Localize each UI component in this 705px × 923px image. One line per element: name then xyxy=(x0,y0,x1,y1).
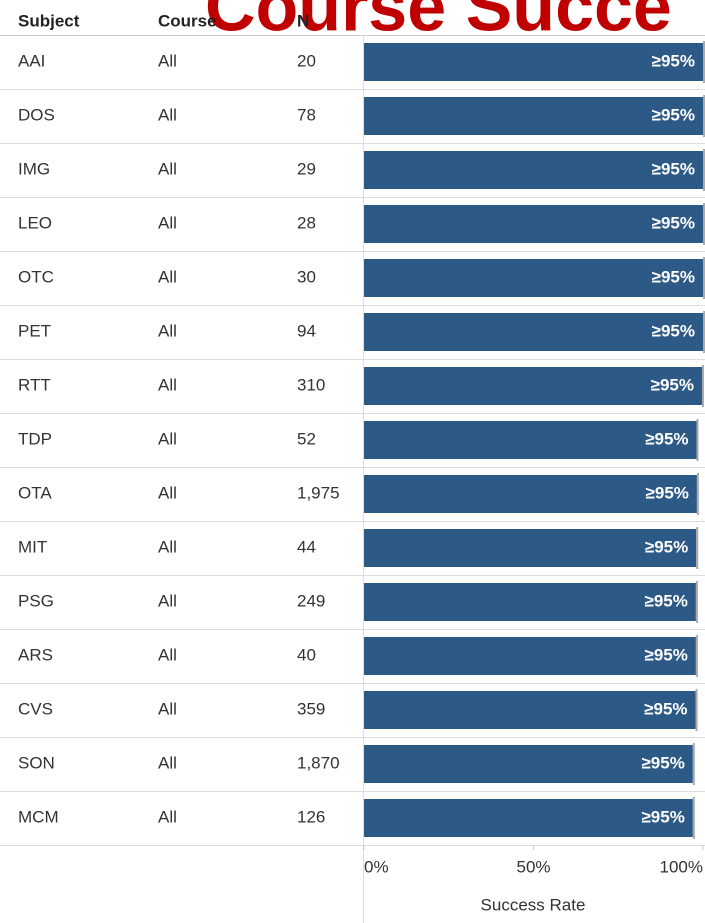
bar xyxy=(364,799,693,837)
value-label: ≥95% xyxy=(652,159,695,178)
subject: CVS xyxy=(18,699,53,718)
course: All xyxy=(158,429,177,448)
subject: OTA xyxy=(18,483,52,502)
subject: MIT xyxy=(18,537,47,556)
course: All xyxy=(158,645,177,664)
course: All xyxy=(158,753,177,772)
bar xyxy=(364,259,703,297)
n-value: 126 xyxy=(297,807,325,826)
course: All xyxy=(158,807,177,826)
subject: TDP xyxy=(18,429,52,448)
course: All xyxy=(158,267,177,286)
course: All xyxy=(158,483,177,502)
course: All xyxy=(158,537,177,556)
x-axis-label: Success Rate xyxy=(481,895,586,914)
value-label: ≥95% xyxy=(645,429,688,448)
value-label: ≥95% xyxy=(641,753,684,772)
value-label: ≥95% xyxy=(651,375,694,394)
x-tick-label: 0% xyxy=(364,857,389,876)
bar xyxy=(364,367,702,405)
header-bg xyxy=(0,0,705,35)
n-value: 94 xyxy=(297,321,316,340)
subject: PET xyxy=(18,321,51,340)
value-label: ≥95% xyxy=(652,267,695,286)
x-tick-label: 100% xyxy=(660,857,703,876)
bar xyxy=(364,205,703,243)
n-value: 1,870 xyxy=(297,753,340,772)
column-header: Course xyxy=(158,11,217,30)
subject: IMG xyxy=(18,159,50,178)
n-value: 29 xyxy=(297,159,316,178)
n-value: 40 xyxy=(297,645,316,664)
bar xyxy=(364,529,697,567)
bar xyxy=(364,43,703,81)
course: All xyxy=(158,699,177,718)
n-value: 78 xyxy=(297,105,316,124)
n-value: 30 xyxy=(297,267,316,286)
course: All xyxy=(158,321,177,340)
subject: SON xyxy=(18,753,55,772)
n-value: 359 xyxy=(297,699,325,718)
course: All xyxy=(158,105,177,124)
n-value: 44 xyxy=(297,537,316,556)
value-label: ≥95% xyxy=(652,105,695,124)
course: All xyxy=(158,375,177,394)
subject: DOS xyxy=(18,105,55,124)
n-value: 249 xyxy=(297,591,325,610)
subject: LEO xyxy=(18,213,52,232)
bar xyxy=(364,313,703,351)
bar xyxy=(364,475,697,513)
n-value: 310 xyxy=(297,375,325,394)
value-label: ≥95% xyxy=(644,699,687,718)
chart-title: Course Succe xyxy=(205,0,672,45)
bar xyxy=(364,691,696,729)
value-label: ≥95% xyxy=(652,321,695,340)
value-label: ≥95% xyxy=(646,483,689,502)
column-header: Subject xyxy=(18,11,80,30)
subject: RTT xyxy=(18,375,51,394)
bar xyxy=(364,583,696,621)
n-value: 20 xyxy=(297,51,316,70)
bar xyxy=(364,151,703,189)
value-label: ≥95% xyxy=(652,51,695,70)
value-label: ≥95% xyxy=(641,807,684,826)
value-label: ≥95% xyxy=(645,645,688,664)
bar xyxy=(364,637,696,675)
n-value: 28 xyxy=(297,213,316,232)
x-tick-label: 50% xyxy=(516,857,550,876)
course: All xyxy=(158,159,177,178)
value-label: ≥95% xyxy=(652,213,695,232)
course: All xyxy=(158,51,177,70)
n-value: 1,975 xyxy=(297,483,340,502)
value-label: ≥95% xyxy=(645,591,688,610)
column-header: N xyxy=(297,11,309,30)
course: All xyxy=(158,591,177,610)
n-value: 52 xyxy=(297,429,316,448)
subject: ARS xyxy=(18,645,53,664)
subject: MCM xyxy=(18,807,59,826)
value-label: ≥95% xyxy=(645,537,688,556)
bar xyxy=(364,745,693,783)
bar xyxy=(364,97,703,135)
subject: OTC xyxy=(18,267,54,286)
course: All xyxy=(158,213,177,232)
subject: PSG xyxy=(18,591,54,610)
bar xyxy=(364,421,697,459)
subject: AAI xyxy=(18,51,45,70)
